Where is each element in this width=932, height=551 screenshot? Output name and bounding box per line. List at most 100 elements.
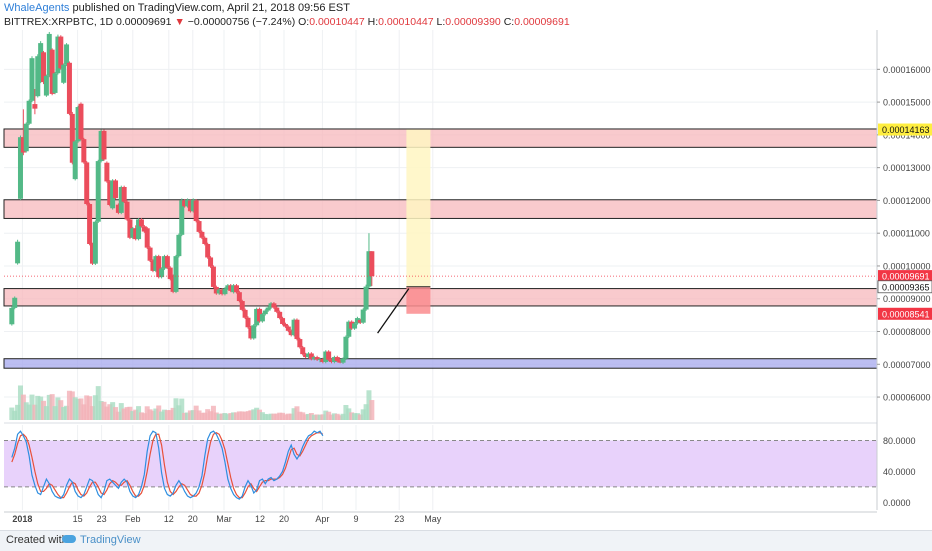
candle [271,303,277,308]
volume-bar [170,407,176,420]
volume-bar [346,408,352,420]
open-value: 0.00010447 [309,16,365,28]
price-tick-label: 0.00012000 [883,196,931,206]
volume-bars [9,385,375,420]
candle [138,219,144,227]
candle [233,285,239,293]
volume-bar [190,410,196,420]
volume-bar [210,405,216,420]
volume-bar [259,412,265,420]
volume-bar [274,413,280,420]
candle [130,228,136,238]
candle [288,330,294,336]
volume-bar [337,415,343,420]
candle [219,289,225,295]
candle [164,256,170,268]
price-tick-label: 0.00016000 [883,65,931,75]
candle [104,162,110,182]
price-tick-label: 0.00013000 [883,163,931,173]
volume-bar [349,412,355,420]
candle [133,228,139,240]
target-area [406,129,431,287]
price-tick-label: 0.00007000 [883,360,931,370]
candle [363,286,369,310]
candle [294,319,300,340]
candle [334,357,340,362]
candle [202,237,208,245]
tradingview-brand-link[interactable]: TradingView [80,534,141,546]
candle [331,357,337,362]
stoch-tick-label: 80.0000 [883,436,916,446]
time-tick-label: 9 [353,514,358,524]
low-label: L: [436,16,446,28]
candle [208,257,214,267]
candle [55,36,61,74]
candle [107,181,113,206]
candle [92,221,98,264]
candle [9,307,15,325]
candle [141,226,147,232]
volume-bar [262,413,268,420]
price-zones [3,128,878,369]
volume-bar [141,413,147,420]
candle [242,309,248,318]
candle [17,137,23,199]
volume-bar [193,405,199,420]
candle [176,234,182,257]
volume-bar [15,404,21,420]
candle [225,285,231,289]
candle [84,162,90,205]
candle [193,200,199,222]
author-link[interactable]: WhaleAgents [4,2,70,14]
candle [46,33,52,76]
volume-bar [265,414,271,420]
candle [205,244,211,258]
candle [369,251,375,277]
candle [228,285,234,291]
candle [124,201,130,220]
candle [156,256,162,278]
volume-bar [49,394,55,420]
volume-bar [69,391,75,420]
candle [58,36,64,69]
candle [43,75,49,96]
candle [300,347,306,355]
candle [38,43,44,82]
price-label-box [878,307,932,320]
price-tick-label: 0.00008000 [883,327,931,337]
red-zone [3,128,878,148]
candle [23,123,29,152]
candle [118,186,124,213]
volume-bar [81,404,87,420]
candle [136,219,142,240]
candle [343,336,349,359]
volume-bar [311,414,317,420]
volume-bar [173,398,179,420]
volume-bar [352,413,358,420]
candle [161,256,167,269]
volume-bar [305,413,311,420]
symbol-label[interactable]: BITTREX:XRPBTC, 1D [4,16,114,28]
candle [239,301,245,310]
volume-bar [23,402,29,420]
candle [305,353,311,358]
candle [170,275,176,292]
candle [115,204,121,213]
candle [222,288,228,295]
volume-bar [225,414,231,420]
volume-bar [233,412,239,420]
candle [326,351,332,360]
candle [167,267,173,280]
symbol-line: BITTREX:XRPBTC, 1D 0.00009691 ▼ −0.00000… [4,16,570,28]
volume-bar [176,405,182,420]
volume-bar [20,394,26,420]
volume-bar [124,407,130,420]
candle [32,104,38,109]
candle [196,221,202,232]
volume-bar [285,413,291,420]
volume-bar [61,406,67,420]
candle [81,139,87,163]
stoch-k-line [11,430,324,500]
candle [329,359,335,362]
